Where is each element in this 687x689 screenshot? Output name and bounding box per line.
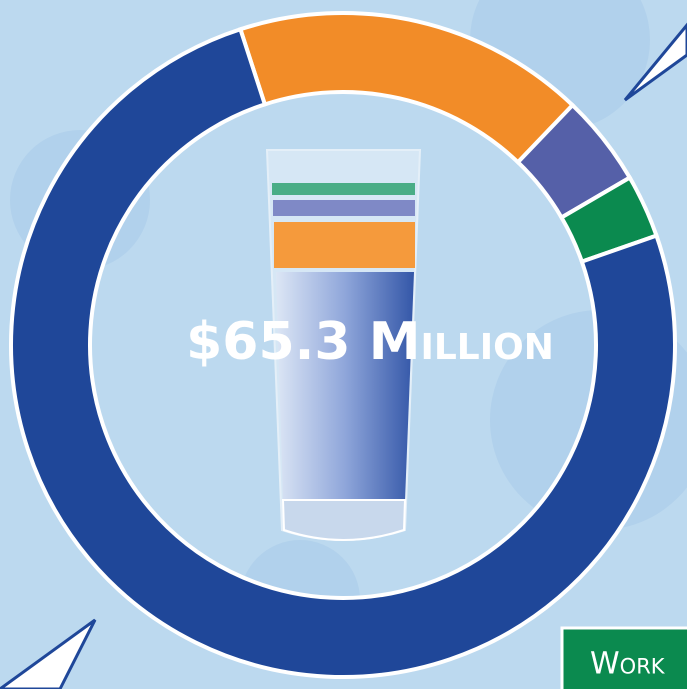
- page: {"chart_data": {"type": "donut", "center…: [0, 0, 687, 689]
- center-label: $65.3 Million: [186, 312, 554, 372]
- chart: $65.3 Million Work: [0, 0, 687, 689]
- annotation: Work: [590, 647, 666, 682]
